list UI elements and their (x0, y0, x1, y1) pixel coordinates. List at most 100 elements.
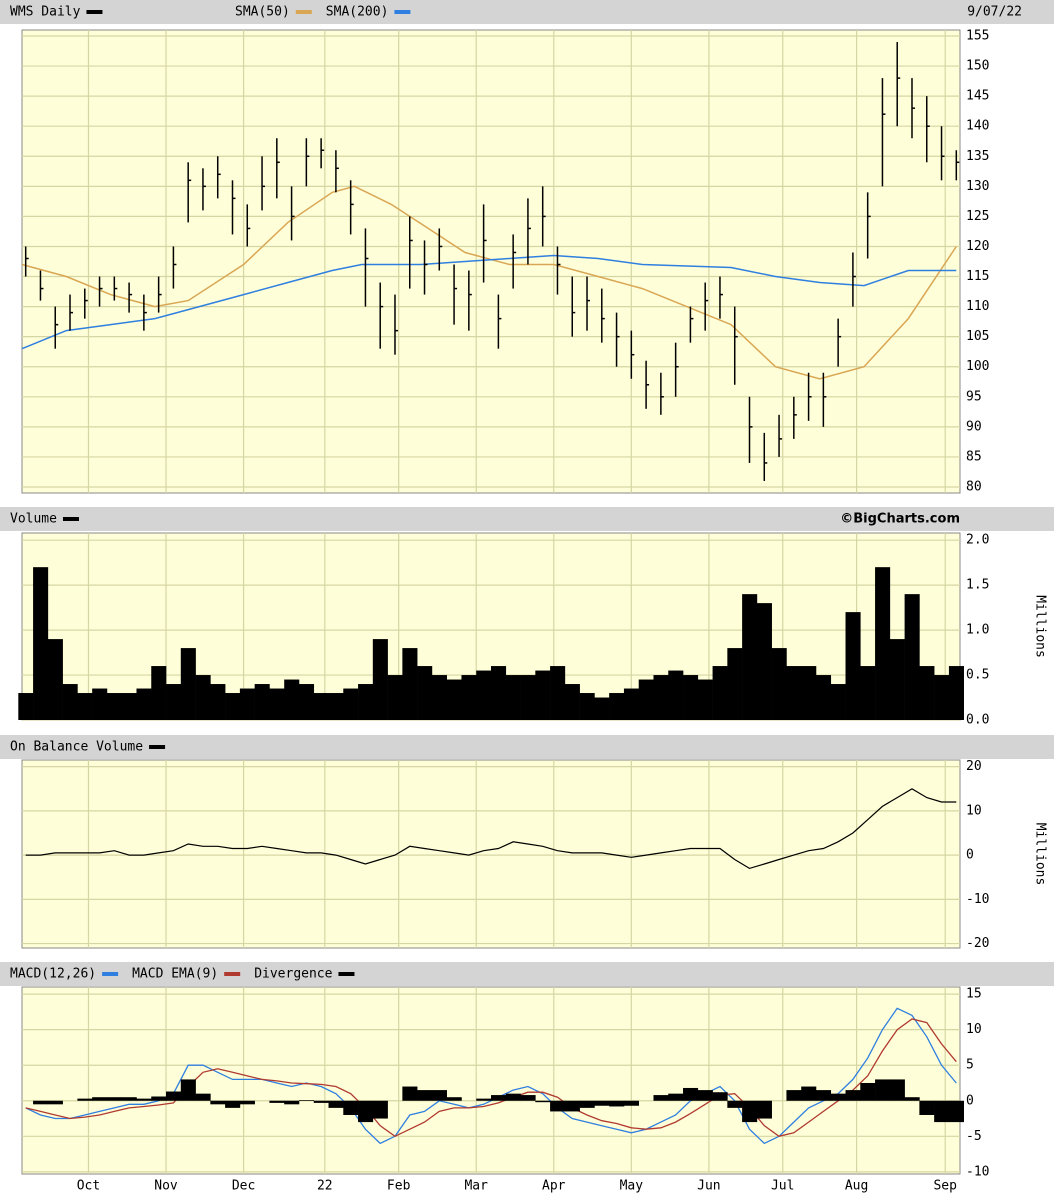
date-label: 9/07/22 (967, 5, 1022, 20)
bar (860, 1082, 876, 1101)
bar (712, 1092, 728, 1101)
y-tick-label: 150 (966, 59, 989, 74)
bar (520, 1095, 536, 1101)
bar (446, 1097, 462, 1101)
y-tick-label: 140 (966, 119, 989, 134)
bar (446, 679, 462, 720)
bar (284, 679, 300, 720)
bar (106, 693, 123, 720)
y-tick-label: 115 (966, 269, 989, 284)
bar (786, 1090, 802, 1101)
x-tick-label: Jun (697, 1179, 720, 1194)
x-tick-label: Aug (845, 1179, 868, 1194)
bar (62, 684, 78, 720)
panel-header (0, 735, 1054, 759)
bar (727, 648, 743, 720)
bar (875, 567, 891, 720)
bar (594, 697, 610, 720)
bar (860, 666, 876, 720)
bar (343, 688, 359, 720)
y-tick-label: -20 (966, 936, 989, 951)
legend-label: SMA(200) (326, 5, 389, 20)
bar (579, 1100, 595, 1108)
bar (683, 675, 699, 720)
x-tick-label: Mar (464, 1179, 488, 1194)
bar (431, 675, 447, 720)
bar (505, 1093, 521, 1101)
legend-swatch (295, 10, 312, 14)
x-tick-label: Sep (933, 1179, 957, 1194)
bar (151, 666, 167, 720)
y-tick-label: 1.0 (966, 623, 989, 638)
legend-swatch (149, 745, 166, 749)
y-tick-label: 0.0 (966, 713, 989, 728)
bar (402, 648, 418, 720)
y-tick-label: 120 (966, 239, 989, 254)
bar (358, 684, 374, 720)
bar (476, 1098, 492, 1101)
bar (343, 1100, 359, 1115)
bar (92, 1097, 108, 1101)
panel-title: Volume (10, 512, 57, 527)
bar (815, 675, 832, 720)
bar (269, 1100, 285, 1103)
bar (815, 1090, 832, 1101)
bar (121, 1097, 137, 1101)
bar (889, 639, 905, 720)
bar (328, 1100, 344, 1108)
panel-title: WMS Daily (10, 5, 81, 20)
bar (106, 1097, 123, 1101)
bar (225, 1100, 241, 1108)
bar (461, 675, 477, 720)
bar (889, 1079, 905, 1101)
bar (33, 567, 49, 720)
bar (313, 1100, 329, 1103)
y-tick-label: 20 (966, 759, 982, 774)
y-tick-label: 10 (966, 1022, 982, 1037)
x-tick-label: Apr (542, 1179, 566, 1194)
bar (328, 693, 344, 720)
bar (683, 1087, 699, 1101)
y-tick-label: 80 (966, 479, 982, 494)
legend-swatch (394, 10, 411, 14)
bar (47, 1100, 63, 1105)
bar (623, 1100, 640, 1106)
plot-area (21, 759, 961, 949)
bar (121, 693, 137, 720)
bar (742, 594, 758, 720)
y-tick-label: -5 (966, 1129, 982, 1144)
line (25, 788, 957, 870)
panel-title: MACD(12,26) (10, 967, 96, 982)
bar (298, 684, 315, 720)
y-tick-label: 85 (966, 449, 982, 464)
bar (934, 675, 950, 720)
plot-area (21, 986, 961, 1175)
y-tick-label: 145 (966, 89, 989, 104)
bar (668, 1093, 684, 1101)
y-tick-label: 10 (966, 803, 982, 818)
bar (210, 1100, 226, 1105)
bar (801, 1086, 817, 1101)
bar (195, 1093, 211, 1101)
bar (875, 1079, 891, 1101)
bar (697, 679, 713, 720)
bar (313, 693, 329, 720)
legend-label: SMA(50) (235, 5, 290, 20)
bar (284, 1100, 300, 1105)
y-tick-label: 0.5 (966, 668, 989, 683)
bar (756, 1100, 772, 1119)
credit: ©BigCharts.com (840, 512, 960, 527)
bar (919, 1100, 935, 1115)
bar (609, 693, 625, 720)
bar (786, 666, 802, 720)
x-tick-label: May (620, 1179, 644, 1194)
y-tick-label: -10 (966, 892, 989, 907)
bar (505, 675, 521, 720)
x-tick-label: Dec (232, 1179, 255, 1194)
bar (491, 666, 507, 720)
bar (742, 1100, 758, 1123)
bar (18, 693, 34, 720)
bar (210, 684, 226, 720)
y-tick-label: 1.5 (966, 578, 989, 593)
